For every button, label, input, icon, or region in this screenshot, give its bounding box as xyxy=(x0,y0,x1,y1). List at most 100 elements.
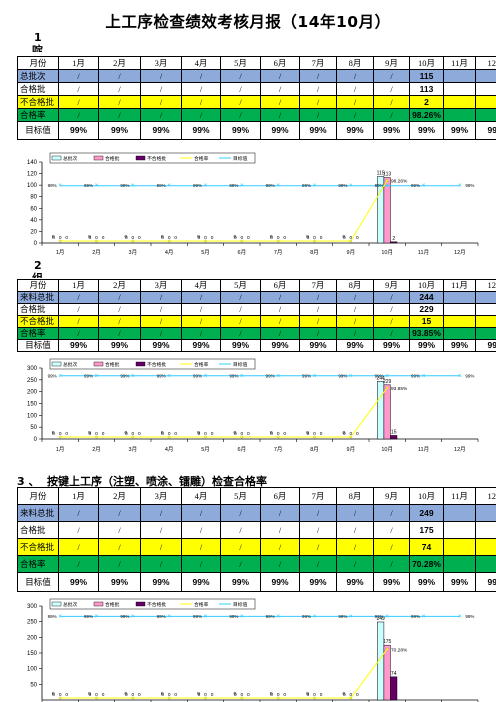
x-tick-label: 10月 xyxy=(381,446,393,453)
table-cell: 99% xyxy=(373,339,410,352)
section-3-table: 月份1月2月3月4月5月6月7月8月9月10月11月12月来料总批///////… xyxy=(17,487,496,592)
table-cell: 12月 xyxy=(475,487,496,505)
bar-value-label: 0 xyxy=(270,431,273,437)
table-cell: 99% xyxy=(475,339,496,352)
bar-value-label: 0 xyxy=(234,431,237,437)
pass-rate-marker xyxy=(167,696,171,700)
bar-pass xyxy=(383,384,391,440)
table-cell: / xyxy=(260,303,300,316)
target-marker: × xyxy=(94,613,98,620)
pass-rate-marker xyxy=(385,179,389,182)
table-cell: / xyxy=(336,95,374,109)
row-label: 月份 xyxy=(17,56,59,70)
bar-value-label: 115 xyxy=(377,170,385,176)
pass-rate-marker xyxy=(349,239,353,243)
pass-rate-marker xyxy=(276,435,280,439)
bar-value-label: 0 xyxy=(211,431,214,437)
x-tick-label: 7月 xyxy=(274,249,283,256)
table-cell: / xyxy=(299,95,337,109)
legend-swatch xyxy=(51,155,62,161)
pass-rate-marker xyxy=(313,239,316,243)
pass-rate-marker xyxy=(349,696,353,700)
row-label: 不合格批 xyxy=(17,95,59,109)
bar-value-label: 0 xyxy=(320,235,323,241)
table-cell xyxy=(443,303,476,316)
legend-swatch xyxy=(93,155,104,161)
row-label: 来料总批 xyxy=(17,291,59,304)
x-tick-label: 6月 xyxy=(238,249,247,256)
target-label: 99% xyxy=(338,614,347,619)
y-tick-label: 50 xyxy=(30,425,37,431)
table-cell: / xyxy=(58,538,99,556)
pass-rate-label: 0 xyxy=(52,430,55,436)
bar-fail xyxy=(390,241,398,244)
target-marker: × xyxy=(349,613,353,620)
table-row: 合格批 / / / / / / / //229 xyxy=(17,303,496,316)
table-row: 不合格批 / / / / / / / //15 xyxy=(17,315,496,328)
table-cell: 115 xyxy=(409,69,444,83)
legend-label: 合格批 xyxy=(105,155,120,162)
pass-rate-marker xyxy=(58,696,62,700)
bar-value-label: 0 xyxy=(247,431,250,437)
bar-total xyxy=(377,381,385,440)
table-cell: / xyxy=(220,303,261,316)
target-marker: × xyxy=(276,183,280,190)
table-cell: 6月 xyxy=(260,487,300,505)
bar-value-label: 0 xyxy=(161,692,164,698)
row-label: 合格批 xyxy=(17,303,59,316)
bar-value-label: 229 xyxy=(383,379,392,385)
target-marker: × xyxy=(421,373,425,380)
table-cell: / xyxy=(336,69,374,83)
target-marker: × xyxy=(240,613,244,620)
pass-rate-label: 0 xyxy=(197,234,200,240)
bar-value-label: 0 xyxy=(211,692,214,698)
table-cell xyxy=(443,69,476,83)
target-label: 99% xyxy=(266,614,275,619)
table-cell: / xyxy=(220,555,261,573)
table-cell: / xyxy=(220,504,261,522)
section-2-number: 2 xyxy=(34,259,42,272)
table-cell: / xyxy=(373,95,410,109)
table-cell: / xyxy=(140,82,182,96)
table-cell: 8月 xyxy=(336,56,374,70)
pass-rate-marker xyxy=(167,435,171,439)
legend-label: 合格率 xyxy=(194,155,209,162)
target-marker: × xyxy=(203,183,207,190)
table-cell: / xyxy=(336,504,374,522)
y-tick-label: 300 xyxy=(27,366,38,372)
table-cell: / xyxy=(299,315,337,328)
target-marker: × xyxy=(203,613,207,620)
table-cell: / xyxy=(58,555,99,573)
bar-value-label: 0 xyxy=(174,692,177,698)
table-cell: / xyxy=(181,555,221,573)
table-cell: / xyxy=(140,521,182,539)
table-cell: / xyxy=(373,315,410,328)
pass-rate-label: 0 xyxy=(161,234,164,240)
legend-swatch xyxy=(51,361,62,367)
table-cell: / xyxy=(336,315,374,328)
table-cell: 6月 xyxy=(260,56,300,70)
table-cell: / xyxy=(336,82,374,96)
x-tick-label: 7月 xyxy=(274,446,283,453)
bar-value-label: 74 xyxy=(391,671,397,677)
table-cell: / xyxy=(181,291,221,304)
table-cell xyxy=(443,315,476,328)
table-cell: 7月 xyxy=(299,279,337,292)
table-cell: 15 xyxy=(409,315,444,328)
target-marker: × xyxy=(458,613,462,620)
bar-value-label: 244 xyxy=(376,375,385,381)
table-row: 不合格批 / / / / / / / //74 xyxy=(17,538,496,556)
x-tick-label: 12月 xyxy=(454,249,466,256)
table-cell: 2月 xyxy=(98,487,141,505)
bar-value-label: 0 xyxy=(65,235,68,241)
target-marker: × xyxy=(240,183,244,190)
target-marker: × xyxy=(349,373,353,380)
y-tick-label: 40 xyxy=(30,218,37,224)
x-tick-label: 2月 xyxy=(92,446,101,453)
bar-value-label: 0 xyxy=(102,235,105,241)
chart-legend xyxy=(49,598,256,610)
table-cell: / xyxy=(58,291,99,304)
table-cell: / xyxy=(140,538,182,556)
table-cell: / xyxy=(98,69,141,83)
report-title: 上工序检查绩效考核月报（14年10月） xyxy=(105,13,391,31)
